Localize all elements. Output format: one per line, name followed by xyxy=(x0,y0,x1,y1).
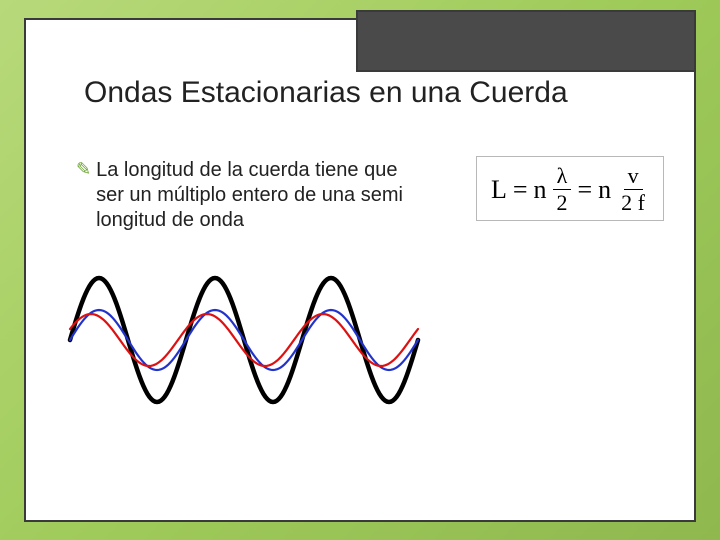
formula-eq2: = xyxy=(578,175,593,205)
formula-eq1: = xyxy=(513,175,528,205)
formula-n1: n xyxy=(534,175,547,205)
wave-diagram xyxy=(64,255,424,425)
formula-frac2: v 2 f xyxy=(617,165,649,214)
formula-frac1-den: 2 xyxy=(553,190,572,214)
header-accent-box xyxy=(356,10,696,72)
formula-lhs: L xyxy=(491,175,507,205)
bullet-row: ✎ La longitud de la cuerda tiene que ser… xyxy=(76,158,426,233)
bullet-icon: ✎ xyxy=(76,158,91,181)
body-text: La longitud de la cuerda tiene que ser u… xyxy=(96,158,426,233)
formula-frac2-num: v xyxy=(624,165,643,190)
slide-title: Ondas Estacionarias en una Cuerda xyxy=(84,76,644,111)
formula-frac2-den: 2 f xyxy=(617,190,649,214)
slide-card: Ondas Estacionarias en una Cuerda ✎ La l… xyxy=(24,18,696,522)
formula-n2: n xyxy=(598,175,611,205)
formula-box: L = n λ 2 = n v 2 f xyxy=(476,156,664,221)
formula-frac1-num: λ xyxy=(553,165,572,190)
formula-frac1: λ 2 xyxy=(553,165,572,214)
